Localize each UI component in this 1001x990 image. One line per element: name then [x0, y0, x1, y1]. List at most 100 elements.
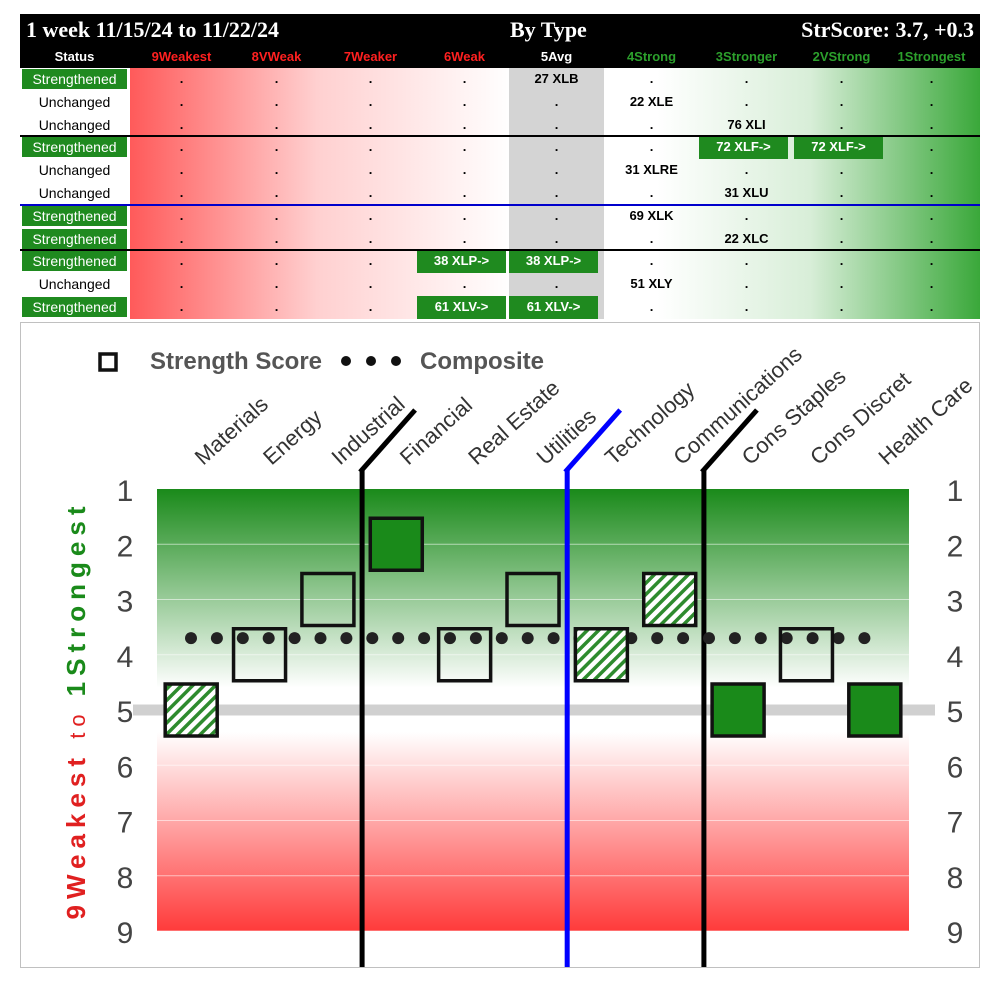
column-header: 8VWeak — [251, 49, 302, 64]
table-cell: . — [744, 71, 749, 86]
table-row: Unchanged...... 76 XLI.. — [20, 114, 980, 137]
composite-dot — [521, 632, 534, 645]
table-cell: . — [274, 276, 279, 292]
table-cell: . — [649, 299, 654, 314]
table-cell: . — [274, 299, 279, 314]
table-cell: . — [649, 185, 654, 200]
table-cell: . — [274, 253, 279, 269]
table-cell: . — [839, 207, 844, 223]
table-cell: 76 XLI — [727, 116, 766, 132]
y-tick-label-left: 6 — [117, 751, 134, 784]
table-cell: . — [462, 185, 467, 200]
strength-marker — [300, 571, 356, 628]
strength-marker — [505, 571, 561, 628]
y-tick-label-right: 9 — [947, 917, 964, 950]
table-cell: 72 XLF-> — [794, 136, 883, 160]
strength-marker — [641, 571, 698, 628]
table-cell: . — [929, 139, 934, 155]
group-divider — [20, 203, 980, 206]
table-cell: . — [274, 162, 279, 178]
table-cell: . — [744, 299, 749, 314]
y-tick-label-left: 4 — [117, 641, 134, 674]
table-row: Strengthened... 61 XLV-> 61 XLV->.... — [20, 296, 980, 319]
table-cell: . — [649, 71, 654, 86]
status-cell: Unchanged — [38, 162, 111, 179]
table-cell: . — [744, 207, 749, 223]
y-tick-label-left: 5 — [117, 696, 134, 729]
table-row: Strengthened... 38 XLP-> 38 XLP->.... — [20, 250, 980, 274]
y-tick-label-left: 1 — [117, 475, 134, 508]
y-tick-label-left: 7 — [117, 807, 134, 840]
table-cell: . — [179, 116, 184, 132]
column-header: 1Strongest — [897, 49, 966, 64]
table-cell: . — [274, 230, 279, 246]
legend-square-marker — [98, 352, 118, 372]
chart-svg: 1 1 2 2 3 3 4 4 5 5 6 6 7 7 8 8 9 9 9Weakest to 1Strongest… — [61, 342, 977, 967]
table-cell: . — [744, 93, 749, 109]
table-cell: . — [274, 207, 279, 223]
table-cell: . — [929, 185, 934, 200]
table-cell: . — [179, 139, 184, 155]
composite-dot — [703, 632, 715, 645]
composite-dot — [547, 632, 560, 645]
table-cell: . — [839, 276, 844, 292]
table-cell: . — [554, 162, 559, 178]
column-header: 7Weaker — [343, 49, 398, 64]
table-cell: . — [179, 299, 184, 314]
table-cell: . — [274, 116, 279, 132]
table-cell: 22 XLE — [629, 93, 674, 109]
strength-chart: 1 1 2 2 3 3 4 4 5 5 6 6 7 7 8 8 9 9 9Weakest to 1Strongest… — [20, 322, 980, 968]
table-cell: . — [744, 276, 749, 292]
table-cell: . — [554, 116, 559, 132]
strength-marker — [573, 627, 630, 683]
table-cell: . — [649, 230, 654, 246]
table-cell: . — [554, 185, 559, 200]
table-cell: . — [554, 139, 559, 155]
status-cell: Strengthened — [22, 69, 127, 89]
table-cell: . — [649, 139, 654, 155]
status-cell: Unchanged — [38, 116, 111, 133]
composite-dot — [832, 632, 845, 645]
table-cell: . — [554, 207, 559, 223]
table-cell: . — [839, 185, 844, 200]
table-cell: . — [839, 230, 844, 246]
composite-dot — [858, 632, 871, 645]
table-cell: 27 XLB — [534, 71, 579, 86]
table-cell: . — [368, 253, 373, 269]
table-cell: . — [929, 276, 934, 292]
composite-dot — [288, 632, 301, 645]
table-cell: . — [839, 93, 844, 109]
legend-composite-label: Composite — [420, 348, 544, 375]
column-header: 6Weak — [444, 49, 485, 64]
table-cell: . — [179, 93, 184, 109]
strength-marker — [710, 682, 766, 738]
table-cell: . — [929, 299, 934, 314]
composite-dot — [236, 632, 249, 645]
table-cell: . — [462, 93, 467, 109]
composite-dot — [806, 632, 819, 645]
table-cell: . — [179, 185, 184, 200]
table-cell: . — [929, 207, 934, 223]
table-cell: 61 XLV-> — [509, 296, 598, 319]
period-label: 1 week 11/15/24 to 11/22/24 — [26, 17, 279, 42]
table-row: Unchanged...... 31 XLU.. — [20, 182, 980, 205]
table-cell: 51 XLY — [630, 276, 673, 292]
y-axis-title: 9Weakest to 1Strongest — [61, 501, 91, 920]
strength-marker — [436, 627, 493, 683]
y-axis-title-to: to — [65, 696, 90, 738]
strength-marker — [847, 682, 903, 738]
table-cell: . — [462, 207, 467, 223]
category-label: Energy — [258, 404, 327, 469]
y-tick-label-left: 8 — [117, 862, 134, 895]
composite-dot — [444, 632, 456, 645]
status-cell: Unchanged — [38, 185, 111, 201]
table-row: Strengthened...... 22 XLC.. — [20, 228, 980, 251]
group-divider-cap — [358, 408, 417, 474]
y-tick-label-right: 6 — [947, 751, 964, 784]
status-cell: Strengthened — [22, 205, 127, 226]
table-header-row: Status 9Weakest 8VWeak 7Weaker 6Weak 5Avg 4Str… — [20, 46, 980, 68]
y-tick-label-right: 5 — [947, 696, 964, 729]
table-cell: . — [368, 185, 373, 200]
table-cell: . — [368, 162, 373, 178]
y-tick-label-right: 1 — [947, 475, 964, 508]
